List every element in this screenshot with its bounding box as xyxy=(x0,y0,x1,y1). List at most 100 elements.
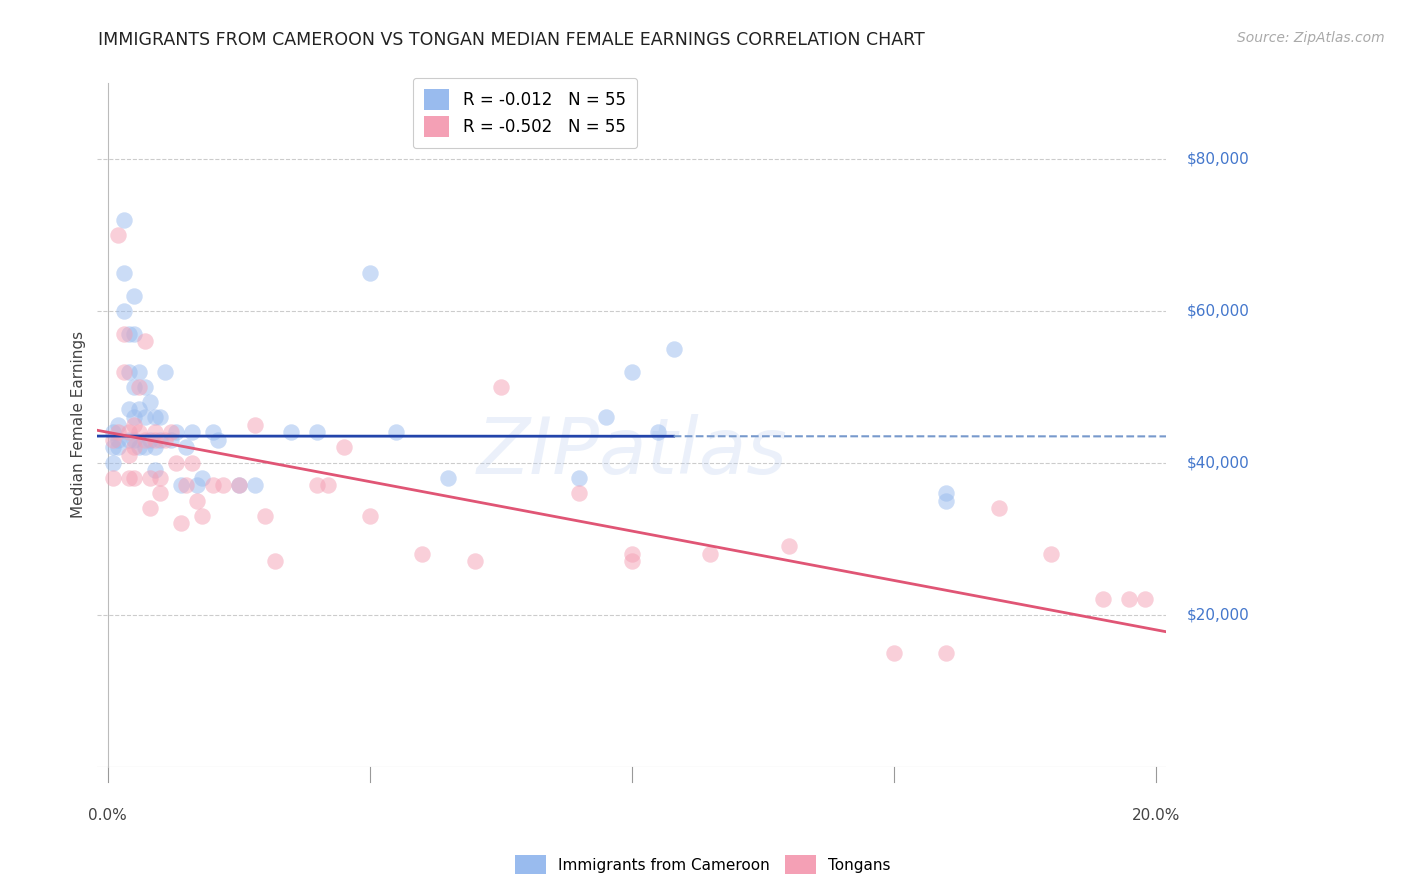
Point xyxy=(165,456,187,470)
Point xyxy=(107,227,129,242)
Point xyxy=(385,425,408,440)
Point xyxy=(143,441,166,455)
Point xyxy=(253,508,276,523)
Point xyxy=(159,433,181,447)
Point xyxy=(883,646,905,660)
Point xyxy=(186,493,208,508)
Point xyxy=(1092,592,1115,607)
Point xyxy=(568,471,591,485)
Point xyxy=(307,478,329,492)
Point xyxy=(228,478,250,492)
Point xyxy=(307,425,329,440)
Point xyxy=(228,478,250,492)
Point xyxy=(128,441,150,455)
Point xyxy=(170,478,193,492)
Point xyxy=(112,266,135,280)
Point xyxy=(165,425,187,440)
Point xyxy=(122,471,145,485)
Point xyxy=(118,425,141,440)
Point xyxy=(118,471,141,485)
Text: 20.0%: 20.0% xyxy=(1132,808,1180,823)
Point xyxy=(170,516,193,531)
Point xyxy=(359,508,381,523)
Point xyxy=(112,303,135,318)
Point xyxy=(118,402,141,417)
Point xyxy=(101,456,124,470)
Text: ZIPatlas: ZIPatlas xyxy=(477,414,787,490)
Point xyxy=(191,508,214,523)
Point xyxy=(101,433,124,447)
Text: IMMIGRANTS FROM CAMEROON VS TONGAN MEDIAN FEMALE EARNINGS CORRELATION CHART: IMMIGRANTS FROM CAMEROON VS TONGAN MEDIA… xyxy=(98,31,925,49)
Y-axis label: Median Female Earnings: Median Female Earnings xyxy=(72,331,86,518)
Point xyxy=(112,212,135,227)
Point xyxy=(139,395,162,409)
Point xyxy=(107,417,129,432)
Point xyxy=(316,478,339,492)
Point xyxy=(149,433,172,447)
Point xyxy=(107,433,129,447)
Point xyxy=(620,547,643,561)
Point xyxy=(128,425,150,440)
Text: $20,000: $20,000 xyxy=(1187,607,1250,622)
Point xyxy=(201,425,224,440)
Point xyxy=(647,425,669,440)
Point xyxy=(464,554,486,568)
Point xyxy=(143,463,166,477)
Point xyxy=(489,380,512,394)
Point xyxy=(118,433,141,447)
Point xyxy=(101,471,124,485)
Point xyxy=(122,326,145,341)
Point xyxy=(212,478,235,492)
Point xyxy=(191,471,214,485)
Point xyxy=(662,342,685,356)
Point xyxy=(620,554,643,568)
Point xyxy=(332,441,354,455)
Point xyxy=(107,441,129,455)
Point xyxy=(180,456,202,470)
Legend: R = -0.012   N = 55, R = -0.502   N = 55: R = -0.012 N = 55, R = -0.502 N = 55 xyxy=(412,78,637,148)
Point xyxy=(159,425,181,440)
Point xyxy=(107,425,129,440)
Point xyxy=(207,433,229,447)
Point xyxy=(122,410,145,425)
Point xyxy=(620,364,643,378)
Point xyxy=(243,478,266,492)
Point xyxy=(139,433,162,447)
Point xyxy=(176,478,198,492)
Point xyxy=(155,364,177,378)
Point xyxy=(122,417,145,432)
Point xyxy=(139,471,162,485)
Point xyxy=(143,410,166,425)
Point xyxy=(437,471,460,485)
Point xyxy=(143,425,166,440)
Text: $80,000: $80,000 xyxy=(1187,152,1250,166)
Point xyxy=(778,539,800,553)
Point xyxy=(134,380,156,394)
Point xyxy=(118,448,141,462)
Point xyxy=(568,486,591,500)
Point xyxy=(139,501,162,516)
Point xyxy=(122,380,145,394)
Text: Source: ZipAtlas.com: Source: ZipAtlas.com xyxy=(1237,31,1385,45)
Point xyxy=(134,410,156,425)
Point xyxy=(149,486,172,500)
Point xyxy=(595,410,617,425)
Legend: Immigrants from Cameroon, Tongans: Immigrants from Cameroon, Tongans xyxy=(509,849,897,880)
Point xyxy=(122,433,145,447)
Point xyxy=(134,433,156,447)
Point xyxy=(134,441,156,455)
Point xyxy=(134,334,156,348)
Point xyxy=(280,425,302,440)
Point xyxy=(176,441,198,455)
Point xyxy=(128,364,150,378)
Point xyxy=(264,554,287,568)
Text: $60,000: $60,000 xyxy=(1187,303,1250,318)
Point xyxy=(112,364,135,378)
Point xyxy=(122,441,145,455)
Point xyxy=(180,425,202,440)
Point xyxy=(149,471,172,485)
Point xyxy=(128,402,150,417)
Point xyxy=(101,441,124,455)
Point xyxy=(122,288,145,302)
Point xyxy=(1118,592,1140,607)
